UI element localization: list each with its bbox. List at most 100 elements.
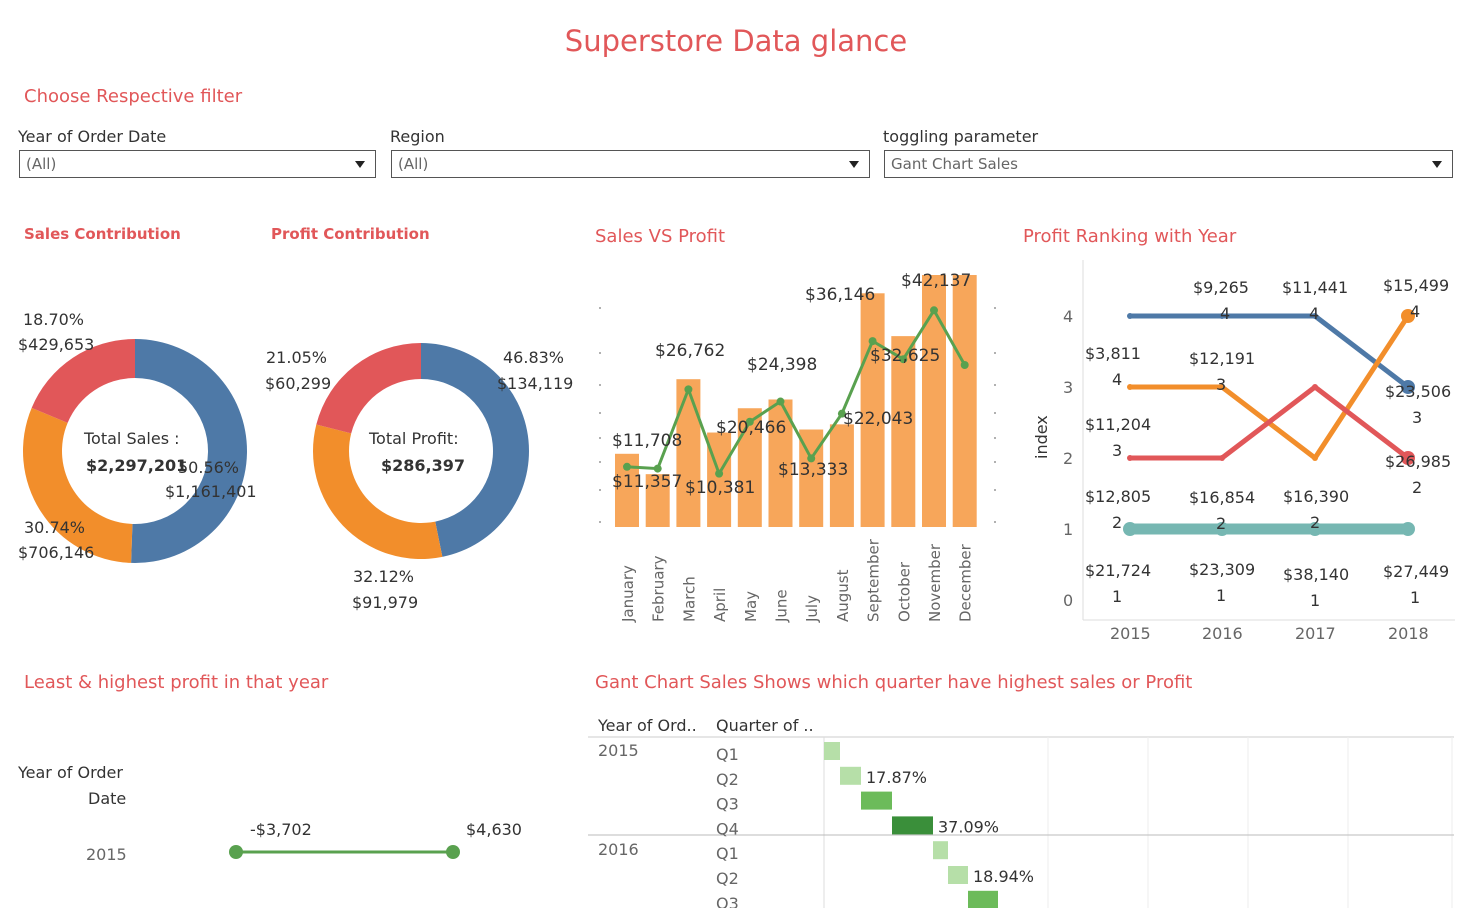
profit-point[interactable] bbox=[684, 385, 693, 394]
sales-total-value: $2,297,201 bbox=[86, 456, 188, 475]
rank-value-label: $27,449 bbox=[1383, 562, 1449, 581]
axis-tick bbox=[599, 489, 601, 491]
sales-bar[interactable] bbox=[768, 399, 793, 527]
region-filter-select[interactable]: (All) bbox=[391, 150, 870, 178]
sales-bar[interactable] bbox=[676, 379, 701, 527]
gantt-bar[interactable] bbox=[892, 816, 933, 835]
profit-point[interactable] bbox=[807, 454, 816, 463]
profit-point[interactable] bbox=[960, 361, 969, 370]
profit-point[interactable] bbox=[715, 469, 724, 478]
rank-point[interactable] bbox=[1312, 384, 1318, 390]
rank-index-label: 3 bbox=[1216, 375, 1226, 394]
sales-bar[interactable] bbox=[829, 424, 854, 527]
rank-point[interactable] bbox=[1401, 380, 1415, 394]
rank-point[interactable] bbox=[1401, 309, 1415, 323]
profit-point[interactable] bbox=[745, 417, 754, 426]
donut-slice[interactable] bbox=[313, 424, 443, 559]
gantt-bar[interactable] bbox=[840, 766, 861, 785]
profit-point[interactable] bbox=[868, 337, 877, 346]
y-axis-title: index bbox=[1032, 415, 1051, 459]
axis-tick bbox=[599, 437, 601, 439]
rank-point[interactable] bbox=[1308, 522, 1322, 536]
rank-series-line[interactable] bbox=[1130, 313, 1410, 389]
donut-slice[interactable] bbox=[316, 343, 421, 434]
donut-slice[interactable] bbox=[131, 339, 247, 563]
profit-point[interactable] bbox=[930, 306, 938, 315]
rank-index-label: 2 bbox=[1216, 514, 1226, 533]
rank-point[interactable] bbox=[1219, 384, 1225, 390]
rank-index-label: 1 bbox=[1410, 588, 1420, 607]
toggle-param-select[interactable]: Gant Chart Sales bbox=[884, 150, 1453, 178]
sales-bar[interactable] bbox=[891, 336, 916, 527]
axis-tick bbox=[994, 461, 996, 463]
sales-bar[interactable] bbox=[645, 474, 670, 527]
profit-point[interactable] bbox=[623, 462, 631, 471]
rank-point[interactable] bbox=[1127, 384, 1133, 390]
rank-point[interactable] bbox=[1127, 313, 1133, 319]
region-filter-value: (All) bbox=[398, 155, 429, 173]
x-tick-label: 2017 bbox=[1295, 624, 1336, 643]
rank-point[interactable] bbox=[1123, 522, 1137, 536]
rank-point[interactable] bbox=[1401, 451, 1415, 465]
gantt-bar[interactable] bbox=[824, 742, 840, 760]
rank-point[interactable] bbox=[1312, 313, 1318, 319]
month-tick-label: February bbox=[650, 555, 668, 622]
gantt-bar-label: 37.09% bbox=[938, 817, 999, 836]
least-profit-dot[interactable] bbox=[229, 845, 243, 859]
highest-profit-dot[interactable] bbox=[446, 845, 460, 859]
month-tick-label: April bbox=[711, 588, 729, 622]
gantt-bar[interactable] bbox=[968, 890, 998, 908]
gantt-chart[interactable]: 2015 Q1 Q2 17.87% Q3 Q4 37.09% 2016 Q1 Q2 18.94% Q3 bbox=[588, 736, 1454, 908]
sales-bar[interactable] bbox=[922, 275, 946, 527]
gantt-bar[interactable] bbox=[861, 791, 892, 810]
rank-index-label: 4 bbox=[1410, 302, 1420, 321]
rank-point[interactable] bbox=[1219, 313, 1225, 319]
axis-tick bbox=[599, 352, 601, 354]
profit-point[interactable] bbox=[776, 397, 785, 406]
year-filter-select[interactable]: (All) bbox=[19, 150, 376, 178]
gantt-bar[interactable] bbox=[933, 841, 948, 860]
donut-slice[interactable] bbox=[421, 343, 529, 557]
rank-point[interactable] bbox=[1219, 455, 1225, 461]
dumbbell-row[interactable] bbox=[220, 840, 470, 864]
profit-total-value: $286,397 bbox=[381, 456, 466, 475]
sales-vs-profit-chart[interactable]: January February March April May June July Augu… bbox=[590, 250, 1010, 640]
x-tick-label: 2016 bbox=[1202, 624, 1243, 643]
profit-point[interactable] bbox=[837, 409, 846, 418]
axis-tick bbox=[599, 307, 601, 309]
rank-value-label: $3,811 bbox=[1085, 344, 1141, 363]
sales-slice-value: $706,146 bbox=[18, 543, 95, 562]
least-highest-year: 2015 bbox=[86, 845, 127, 864]
sales-bar[interactable] bbox=[737, 408, 762, 527]
donut-slice[interactable] bbox=[22, 407, 133, 563]
profit-point[interactable] bbox=[899, 355, 908, 364]
rank-index-label: 2 bbox=[1412, 478, 1422, 497]
profit-ranking-heading: Profit Ranking with Year bbox=[1023, 226, 1237, 247]
rank-point[interactable] bbox=[1401, 522, 1415, 536]
axis-tick bbox=[994, 437, 996, 439]
gantt-bar[interactable] bbox=[948, 866, 968, 884]
profit-ranking-chart[interactable]: 012345index2015201620172018$3,8114$9,265… bbox=[1025, 255, 1470, 650]
sales-bar[interactable] bbox=[860, 293, 885, 527]
rank-series-line[interactable] bbox=[1130, 384, 1410, 461]
sales-bar[interactable] bbox=[952, 275, 977, 527]
rank-index-label: 2 bbox=[1310, 513, 1320, 532]
sales-donut-chart[interactable] bbox=[0, 250, 270, 610]
rank-index-label: 3 bbox=[1412, 408, 1422, 427]
gantt-quarter-label: Q2 bbox=[716, 869, 739, 888]
donut-slice[interactable] bbox=[31, 339, 136, 423]
rank-point[interactable] bbox=[1215, 522, 1229, 536]
rank-point[interactable] bbox=[1312, 455, 1318, 461]
filter-heading: Choose Respective filter bbox=[24, 86, 243, 107]
rank-series-line[interactable] bbox=[1130, 314, 1411, 461]
profit-line[interactable] bbox=[626, 307, 967, 478]
rank-value-label: $21,724 bbox=[1085, 561, 1151, 580]
gantt-quarter-label: Q3 bbox=[716, 795, 739, 814]
rank-value-label: $9,265 bbox=[1193, 278, 1249, 297]
toggle-param-label: toggling parameter bbox=[883, 127, 1039, 146]
gantt-col-year-header: Year of Ord.. bbox=[598, 716, 697, 735]
profit-donut-chart[interactable] bbox=[280, 250, 580, 610]
profit-point[interactable] bbox=[653, 464, 662, 473]
axis-tick bbox=[599, 384, 601, 386]
rank-point[interactable] bbox=[1127, 455, 1133, 461]
